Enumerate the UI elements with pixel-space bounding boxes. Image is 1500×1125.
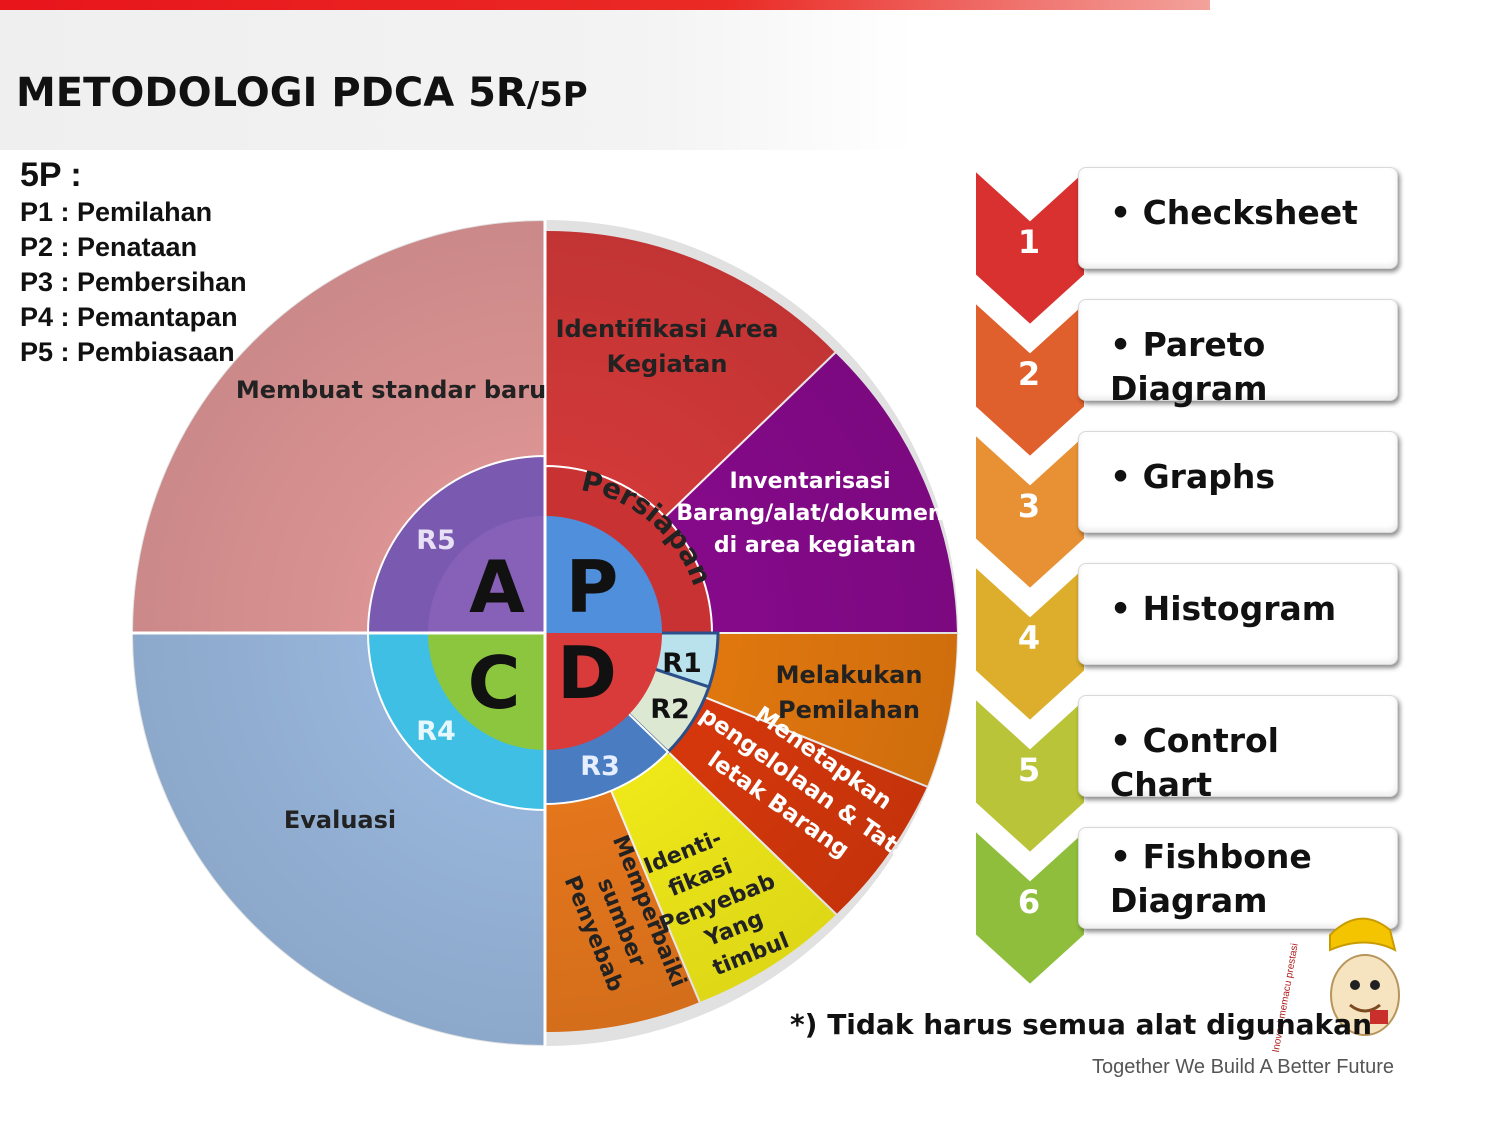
tool-number: 6 <box>1017 883 1041 921</box>
tool-step: 3 • Graphs <box>970 429 1410 589</box>
plan-area-line: Kegiatan <box>607 350 728 378</box>
tool-step: 4 • Histogram <box>970 561 1410 721</box>
title-suffix: /5P <box>526 75 588 115</box>
r1-label: R1 <box>662 648 702 679</box>
core-p-quadrant <box>545 516 662 633</box>
chevron-icon <box>974 695 1086 853</box>
act-outer-label: Membuat standar baru <box>236 376 546 404</box>
r4-label: R4 <box>416 716 456 747</box>
plan-area-line: Identifikasi Area <box>556 315 779 343</box>
plan-area-label: Identifikasi Area Kegiatan <box>556 315 779 378</box>
tool-label: • Histogram <box>1110 589 1337 628</box>
tool-box <box>1078 167 1398 269</box>
core-d-quadrant <box>545 633 662 750</box>
do-sorting-line: Melakukan <box>776 661 923 689</box>
tool-label: • Checksheet <box>1110 193 1358 232</box>
tool-label: • Control Chart <box>1110 721 1279 804</box>
page-title: METODOLOGI PDCA 5R/5P <box>16 70 588 116</box>
tool-box <box>1078 431 1398 533</box>
chevron-icon <box>974 299 1086 457</box>
header-band <box>0 10 915 150</box>
title-main: METODOLOGI PDCA 5R <box>16 70 527 116</box>
legend-heading: 5P : <box>20 156 82 194</box>
chevron-icon <box>974 827 1086 985</box>
legend-item: P5 : Pembiasaan <box>20 337 235 367</box>
chevron-icon <box>974 167 1086 325</box>
chevron-icon <box>974 563 1086 721</box>
tool-step: 5 • Control Chart <box>970 693 1410 853</box>
tool-box <box>1078 827 1398 929</box>
core-a-quadrant <box>428 516 545 633</box>
tool-number: 2 <box>1017 355 1041 393</box>
tool-number: 4 <box>1017 619 1041 657</box>
tool-number: 3 <box>1017 487 1041 525</box>
top-accent-bar <box>0 0 1210 10</box>
plan-inventory-label: Inventarisasi Barang/alat/dokumen di are… <box>676 469 943 558</box>
plan-inventory-line: Barang/alat/dokumen <box>676 501 943 526</box>
footnote: *) Tidak harus semua alat digunakan <box>790 1008 1372 1041</box>
tool-number: 5 <box>1017 751 1041 789</box>
plan-inventory-line: di area kegiatan <box>714 533 916 558</box>
do-sorting-line: Pemilahan <box>778 696 920 724</box>
tool-step: 1 • Checksheet <box>970 165 1410 325</box>
tool-label: • Pareto Diagram <box>1110 325 1268 408</box>
tool-label: • Graphs <box>1110 457 1275 496</box>
tool-number: 1 <box>1017 223 1041 261</box>
core-p-letter: P <box>566 545 619 629</box>
core-c-quadrant <box>428 633 545 750</box>
check-outer-label: Evaluasi <box>284 806 396 834</box>
legend-item: P3 : Pembersihan <box>20 267 247 297</box>
tool-box <box>1078 299 1398 401</box>
core-d-letter: D <box>557 631 617 715</box>
tagline: Together We Build A Better Future <box>1092 1056 1395 1078</box>
legend-item: P2 : Penataan <box>20 232 198 262</box>
legend-item: P4 : Pemantapan <box>20 302 238 332</box>
r2-label: R2 <box>650 694 690 725</box>
legend-item: P1 : Pemilahan <box>20 197 213 227</box>
plan-inventory-line: Inventarisasi <box>729 469 890 494</box>
5p-legend: 5P : P1 : Pemilahan P2 : Penataan P3 : P… <box>20 155 247 370</box>
tool-step: 2 • Pareto Diagram <box>970 297 1410 457</box>
r5-label: R5 <box>416 525 456 556</box>
core-a-letter: A <box>469 545 525 629</box>
do-sorting-label: Melakukan Pemilahan <box>776 661 923 724</box>
core-c-letter: C <box>468 641 521 725</box>
tool-label: • Fishbone Diagram <box>1110 837 1312 920</box>
tool-box <box>1078 695 1398 797</box>
tool-box <box>1078 563 1398 665</box>
mascot-logo: Inovasi memacu prestasi <box>1271 917 1400 1053</box>
tool-step: 6 • Fishbone Diagram <box>970 825 1410 985</box>
r3-label: R3 <box>580 751 620 782</box>
chevron-icon <box>974 431 1086 589</box>
